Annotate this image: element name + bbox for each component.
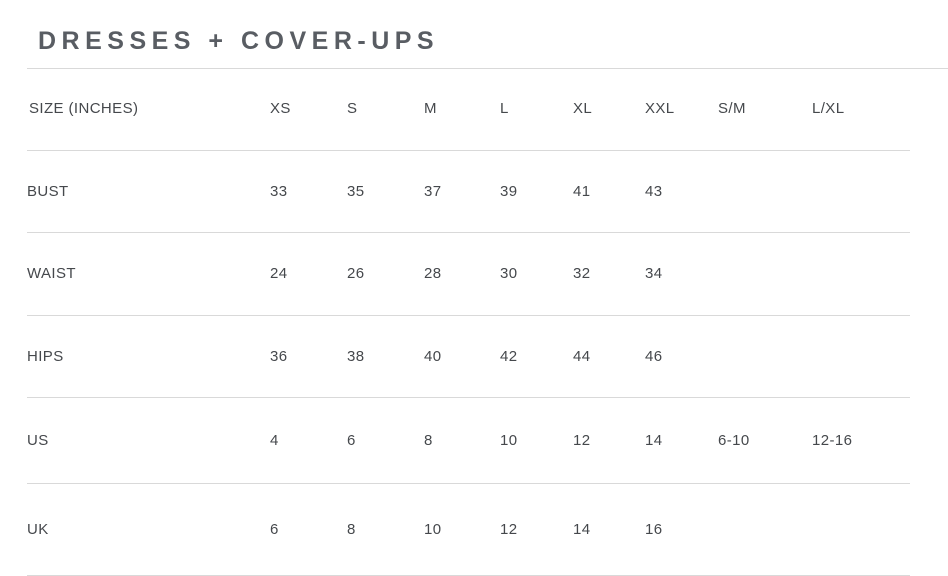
size-cell: 37	[424, 150, 500, 233]
table-row: UK 6 8 10 12 14 16	[27, 483, 910, 576]
size-cell	[718, 150, 812, 233]
table-row: BUST 33 35 37 39 41 43	[27, 150, 910, 233]
row-label: UK	[27, 483, 270, 576]
size-cell: 40	[424, 315, 500, 398]
size-cell: 39	[500, 150, 573, 233]
page-title: DRESSES + COVER-UPS	[38, 26, 440, 55]
size-cell: 26	[347, 232, 424, 316]
size-cell: 8	[347, 483, 424, 576]
header-col-sm: S/M	[718, 68, 812, 151]
size-cell: 6-10	[718, 397, 812, 484]
header-row-label: SIZE (INCHES)	[27, 68, 270, 151]
table-row: WAIST 24 26 28 30 32 34	[27, 232, 910, 316]
size-cell: 10	[424, 483, 500, 576]
size-chart-table: SIZE (INCHES) XS S M L XL XXL S/M L/XL B…	[27, 68, 910, 576]
header-col-lxl: L/XL	[812, 68, 910, 151]
size-cell: 41	[573, 150, 645, 233]
size-cell: 28	[424, 232, 500, 316]
size-cell: 24	[270, 232, 347, 316]
size-cell	[718, 232, 812, 316]
size-cell	[812, 232, 910, 316]
row-label: BUST	[27, 150, 270, 233]
size-cell: 6	[347, 397, 424, 484]
table-header-row: SIZE (INCHES) XS S M L XL XXL S/M L/XL	[27, 68, 910, 151]
size-cell: 43	[645, 150, 718, 233]
size-cell: 14	[645, 397, 718, 484]
header-col-xs: XS	[270, 68, 347, 151]
size-cell	[812, 483, 910, 576]
size-cell: 42	[500, 315, 573, 398]
row-label: WAIST	[27, 232, 270, 316]
size-cell	[812, 315, 910, 398]
row-label: US	[27, 397, 270, 484]
size-cell: 6	[270, 483, 347, 576]
size-cell: 32	[573, 232, 645, 316]
size-cell: 46	[645, 315, 718, 398]
size-cell: 10	[500, 397, 573, 484]
size-cell: 35	[347, 150, 424, 233]
size-cell: 16	[645, 483, 718, 576]
row-label: HIPS	[27, 315, 270, 398]
header-col-l: L	[500, 68, 573, 151]
header-col-s: S	[347, 68, 424, 151]
table-row: HIPS 36 38 40 42 44 46	[27, 315, 910, 398]
size-cell: 38	[347, 315, 424, 398]
header-col-m: M	[424, 68, 500, 151]
size-cell: 30	[500, 232, 573, 316]
size-cell	[718, 315, 812, 398]
size-cell: 8	[424, 397, 500, 484]
size-cell: 4	[270, 397, 347, 484]
size-cell	[718, 483, 812, 576]
size-cell: 12	[500, 483, 573, 576]
header-col-xxl: XXL	[645, 68, 718, 151]
size-cell: 36	[270, 315, 347, 398]
size-cell	[812, 150, 910, 233]
header-col-xl: XL	[573, 68, 645, 151]
size-cell: 34	[645, 232, 718, 316]
size-cell: 33	[270, 150, 347, 233]
size-cell: 12	[573, 397, 645, 484]
table-row: US 4 6 8 10 12 14 6-10 12-16	[27, 397, 910, 484]
size-cell: 14	[573, 483, 645, 576]
size-cell: 12-16	[812, 397, 910, 484]
size-cell: 44	[573, 315, 645, 398]
